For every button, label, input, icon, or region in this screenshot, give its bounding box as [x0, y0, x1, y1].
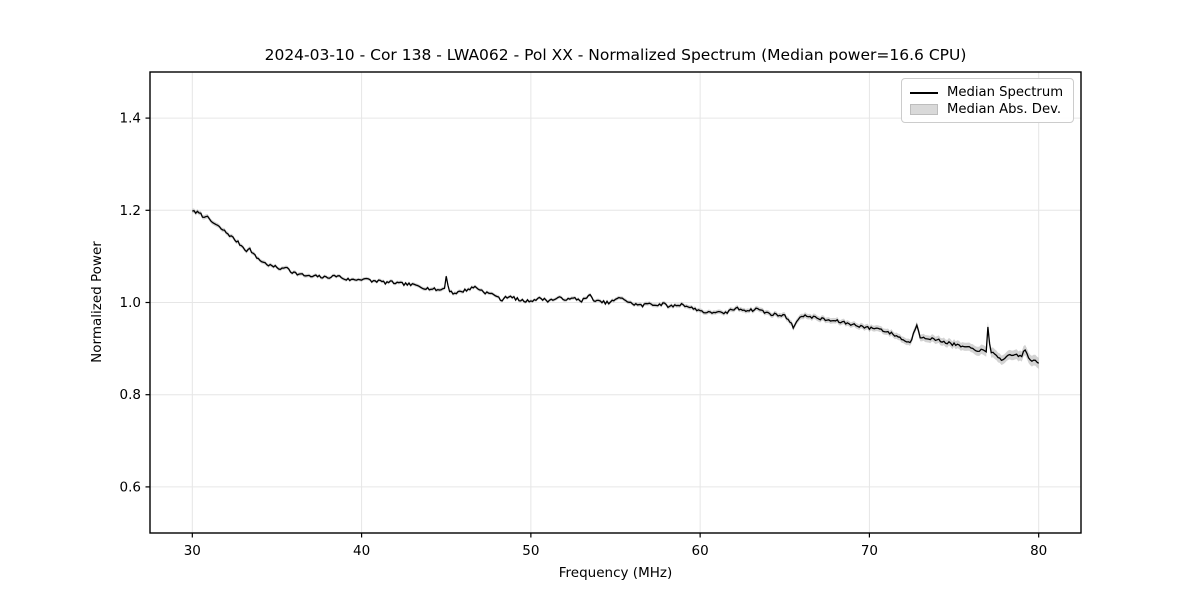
y-tick-label: 0.8 — [120, 387, 141, 403]
y-tick-label: 1.0 — [120, 295, 141, 311]
legend-patch-icon — [910, 104, 938, 115]
median-spectrum-line — [192, 209, 1040, 364]
x-axis-label: Frequency (MHz) — [558, 565, 673, 581]
y-axis-label: Normalized Power — [89, 241, 105, 363]
legend-label: Median Spectrum — [947, 85, 1064, 100]
legend-item-median-spectrum: Median Spectrum — [910, 84, 1065, 101]
x-tick-label: 50 — [522, 543, 539, 559]
y-tick-label: 1.4 — [120, 111, 141, 127]
y-tick-label: 0.6 — [120, 479, 141, 495]
legend-line-icon — [910, 91, 938, 94]
legend: Median Spectrum Median Abs. Dev. — [901, 78, 1074, 123]
legend-item-median-abs-dev: Median Abs. Dev. — [910, 101, 1065, 118]
x-tick-label: 60 — [692, 543, 709, 559]
x-tick-label: 70 — [861, 543, 878, 559]
mad-band — [192, 208, 1039, 369]
x-tick-label: 30 — [184, 543, 201, 559]
x-tick-label: 40 — [353, 543, 370, 559]
chart-title: 2024-03-10 - Cor 138 - LWA062 - Pol XX -… — [264, 46, 967, 64]
x-tick-label: 80 — [1030, 543, 1047, 559]
legend-label: Median Abs. Dev. — [947, 102, 1062, 117]
y-tick-label: 1.2 — [120, 203, 141, 219]
